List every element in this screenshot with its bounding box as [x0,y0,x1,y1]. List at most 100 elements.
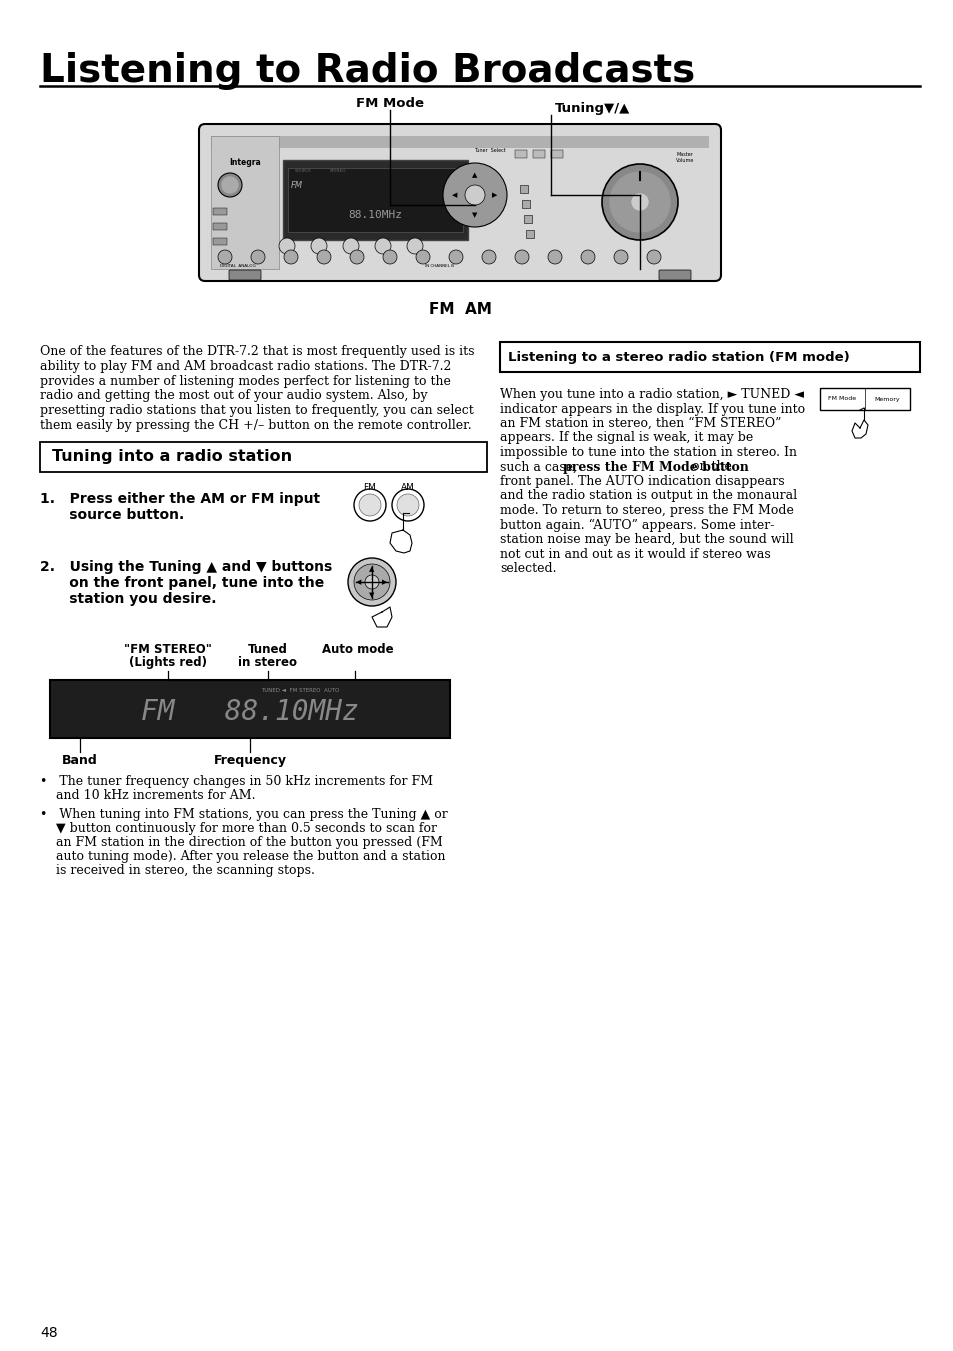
Bar [519,185,527,193]
Bar [288,168,462,232]
Text: FM Mode: FM Mode [355,97,423,109]
Text: 88.10MHz: 88.10MHz [348,209,401,220]
Text: such a case,: such a case, [499,461,580,473]
Circle shape [354,563,390,600]
Text: ◀: ◀ [452,192,457,199]
Circle shape [609,172,669,232]
Bar [283,159,468,240]
Text: on the: on the [687,461,731,473]
Bar [523,215,532,223]
Text: TUNED ◄  FM STEREO  AUTO: TUNED ◄ FM STEREO AUTO [260,688,338,693]
Text: them easily by pressing the CH +/– button on the remote controller.: them easily by pressing the CH +/– butto… [40,419,471,432]
Text: presetting radio stations that you listen to frequently, you can select: presetting radio stations that you liste… [40,404,474,417]
Bar [213,208,227,215]
Bar [521,200,530,208]
Text: FM   88.10MHz: FM 88.10MHz [141,698,358,725]
Text: ▼ button continuously for more than 0.5 seconds to scan for: ▼ button continuously for more than 0.5 … [40,821,436,835]
Text: front panel. The AUTO indication disappears: front panel. The AUTO indication disappe… [499,476,783,488]
Text: ▲: ▲ [472,172,477,178]
Text: FM Mode: FM Mode [827,396,855,401]
Circle shape [382,250,396,263]
Circle shape [449,250,462,263]
Circle shape [396,494,418,516]
Circle shape [343,238,358,254]
Text: 1.   Press either the AM or FM input: 1. Press either the AM or FM input [40,492,320,507]
Text: impossible to tune into the station in stereo. In: impossible to tune into the station in s… [499,446,796,459]
Text: ▶: ▶ [492,192,497,199]
Circle shape [365,576,378,589]
Bar [499,342,919,372]
Circle shape [284,250,297,263]
Text: FM: FM [291,181,303,190]
Bar [213,223,227,230]
Text: Listening to Radio Broadcasts: Listening to Radio Broadcasts [40,51,695,91]
Bar [515,150,526,158]
Circle shape [350,250,364,263]
Circle shape [251,250,265,263]
Text: on the front panel, tune into the: on the front panel, tune into the [40,576,324,590]
Text: ability to play FM and AM broadcast radio stations. The DTR-7.2: ability to play FM and AM broadcast radi… [40,359,451,373]
Circle shape [515,250,529,263]
Text: DIGITAL  ANALOG: DIGITAL ANALOG [220,263,255,267]
Text: 2.   Using the Tuning ▲ and ▼ buttons: 2. Using the Tuning ▲ and ▼ buttons [40,561,332,574]
Text: Auto mode: Auto mode [322,643,394,657]
Text: radio and getting the most out of your audio system. Also, by: radio and getting the most out of your a… [40,389,427,403]
Text: mode. To return to stereo, press the FM Mode: mode. To return to stereo, press the FM … [499,504,793,517]
Circle shape [646,250,660,263]
Text: When you tune into a radio station, ► TUNED ◄: When you tune into a radio station, ► TU… [499,388,803,401]
Text: STEREO: STEREO [330,169,346,173]
Text: press the FM Mode button: press the FM Mode button [562,461,748,473]
Bar [533,150,544,158]
Circle shape [311,238,327,254]
Text: Tuning▼/▲: Tuning▼/▲ [555,101,630,115]
Text: ▶: ▶ [382,580,387,585]
Text: station you desire.: station you desire. [40,592,216,607]
Circle shape [358,494,380,516]
Circle shape [222,177,237,193]
Text: and the radio station is output in the monaural: and the radio station is output in the m… [499,489,797,503]
Text: source button.: source button. [40,508,184,521]
Bar [820,388,909,409]
Circle shape [218,250,232,263]
Text: Memory: Memory [873,396,899,401]
Bar [551,150,562,158]
Text: AM: AM [400,484,415,492]
Text: station noise may be heard, but the sound will: station noise may be heard, but the soun… [499,534,793,546]
Text: Frequency: Frequency [213,754,286,767]
Circle shape [601,163,678,240]
Text: 48: 48 [40,1325,57,1340]
Circle shape [442,163,506,227]
Circle shape [614,250,627,263]
Text: (Lights red): (Lights red) [129,657,207,669]
Text: Tuned: Tuned [248,643,288,657]
Text: is received in stereo, the scanning stops.: is received in stereo, the scanning stop… [40,865,314,877]
Circle shape [316,250,331,263]
Text: FM  AM: FM AM [428,303,491,317]
Text: not cut in and out as it would if stereo was: not cut in and out as it would if stereo… [499,547,770,561]
Text: Listening to a stereo radio station (FM mode): Listening to a stereo radio station (FM … [507,350,849,363]
Text: •   The tuner frequency changes in 50 kHz increments for FM: • The tuner frequency changes in 50 kHz … [40,775,433,788]
FancyBboxPatch shape [199,124,720,281]
Text: Integra: Integra [229,158,260,168]
Text: provides a number of listening modes perfect for listening to the: provides a number of listening modes per… [40,374,451,388]
Text: and 10 kHz increments for AM.: and 10 kHz increments for AM. [40,789,255,802]
Bar [211,136,708,149]
Text: auto tuning mode). After you release the button and a station: auto tuning mode). After you release the… [40,850,445,863]
Text: "FM STEREO": "FM STEREO" [124,643,212,657]
Circle shape [218,173,242,197]
Circle shape [631,195,647,209]
Circle shape [392,489,423,521]
Text: an FM station in the direction of the button you pressed (FM: an FM station in the direction of the bu… [40,836,442,848]
FancyBboxPatch shape [229,270,261,280]
Circle shape [580,250,595,263]
Text: ▲: ▲ [369,566,375,571]
Text: IN CHANNEL B: IN CHANNEL B [424,263,454,267]
Circle shape [407,238,422,254]
Circle shape [375,238,391,254]
Bar [525,230,534,238]
Text: •   When tuning into FM stations, you can press the Tuning ▲ or: • When tuning into FM stations, you can … [40,808,447,821]
Text: in stereo: in stereo [238,657,297,669]
Text: indicator appears in the display. If you tune into: indicator appears in the display. If you… [499,403,804,416]
Text: ▼: ▼ [369,592,375,598]
Circle shape [348,558,395,607]
